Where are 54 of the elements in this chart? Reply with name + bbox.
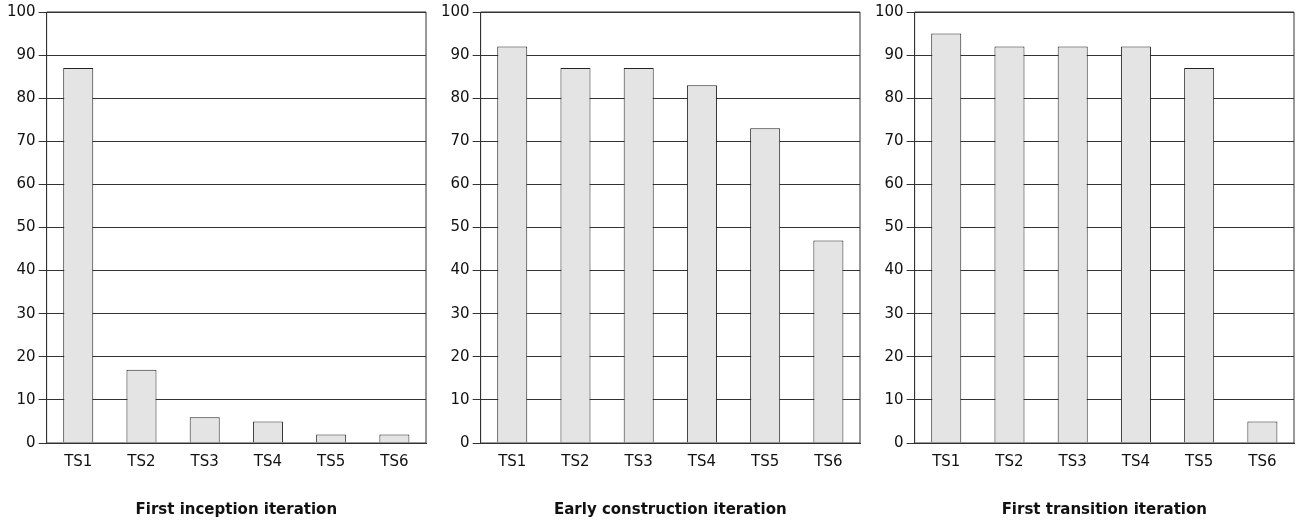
x-tick-label: TS1 [497, 451, 527, 470]
y-tick-label: 20 [884, 346, 904, 365]
x-tick-label: TS2 [126, 451, 156, 470]
y-tick-label: 30 [884, 303, 904, 322]
y-tick-label: 60 [450, 174, 470, 193]
y-tick-label: 70 [16, 131, 36, 150]
x-tick-label: TS1 [63, 451, 93, 470]
y-tick-label: 90 [884, 44, 904, 63]
y-tick-label: 10 [450, 389, 470, 408]
y-tick-label: 40 [16, 260, 36, 279]
y-tick-label: 100 [6, 1, 36, 20]
y-tick-label: 80 [16, 88, 36, 107]
y-tick-label: 50 [450, 217, 470, 236]
x-tick-label: TS2 [560, 451, 590, 470]
y-tick-label: 100 [440, 1, 470, 20]
x-tick-label: TS5 [316, 451, 346, 470]
y-tick-label: 20 [450, 346, 470, 365]
y-tick-label: 40 [884, 260, 904, 279]
y-tick-label: 60 [884, 174, 904, 193]
y-tick-label: 80 [884, 88, 904, 107]
x-tick-label: TS3 [189, 451, 219, 470]
x-tick-label: TS1 [931, 451, 961, 470]
x-tick-label: TS6 [813, 451, 843, 470]
y-tick-label: 90 [16, 44, 36, 63]
x-tick-label: TS4 [686, 451, 717, 470]
x-tick-label: TS3 [623, 451, 653, 470]
y-tick-label: 10 [884, 389, 904, 408]
x-axis-title: Early construction iteration [553, 499, 787, 518]
y-tick-label: 30 [16, 303, 36, 322]
y-tick-label: 100 [874, 1, 904, 20]
y-tick-label: 0 [894, 432, 904, 451]
y-tick-label: 50 [884, 217, 904, 236]
y-tick-label: 90 [450, 44, 470, 63]
x-tick-label: TS4 [1120, 451, 1151, 470]
x-tick-label: TS2 [994, 451, 1024, 470]
y-tick-label: 20 [16, 346, 36, 365]
y-tick-label: 40 [450, 260, 470, 279]
x-tick-label: TS6 [379, 451, 409, 470]
y-tick-label: 60 [16, 174, 36, 193]
y-tick-label: 10 [16, 389, 36, 408]
y-tick-label: 70 [884, 131, 904, 150]
y-tick-label: 50 [16, 217, 36, 236]
x-axis-title: First inception iteration [135, 499, 338, 518]
y-tick-label: 70 [450, 131, 470, 150]
x-tick-label: TS5 [750, 451, 780, 470]
x-tick-label: TS5 [1184, 451, 1214, 470]
x-tick-label: TS6 [1247, 451, 1277, 470]
x-axis-title: First transition iteration [1001, 499, 1207, 518]
y-tick-label: 30 [450, 303, 470, 322]
y-tick-label: 0 [460, 432, 470, 451]
x-tick-label: TS4 [252, 451, 283, 470]
y-tick-label: 80 [450, 88, 470, 107]
x-tick-label: TS3 [1057, 451, 1087, 470]
y-tick-label: 0 [26, 432, 36, 451]
